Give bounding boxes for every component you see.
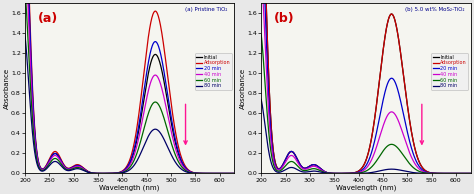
Text: (b): (b) bbox=[274, 12, 294, 25]
X-axis label: Wavelength (nm): Wavelength (nm) bbox=[100, 184, 160, 191]
Text: (a): (a) bbox=[37, 12, 58, 25]
Text: (a) Pristine TiO₂: (a) Pristine TiO₂ bbox=[185, 7, 228, 12]
Text: (b) 5.0 wt% MoS₂-TiO₂: (b) 5.0 wt% MoS₂-TiO₂ bbox=[405, 7, 464, 12]
Legend: Initial, Adsorption, 20 min, 40 min, 60 min, 80 min: Initial, Adsorption, 20 min, 40 min, 60 … bbox=[195, 53, 232, 90]
Legend: Initial, Adsorption, 20 min, 40 min, 60 min, 80 min: Initial, Adsorption, 20 min, 40 min, 60 … bbox=[431, 53, 468, 90]
X-axis label: Wavelength (nm): Wavelength (nm) bbox=[336, 184, 396, 191]
Y-axis label: Absorbance: Absorbance bbox=[3, 68, 9, 109]
Y-axis label: Absorbance: Absorbance bbox=[240, 68, 246, 109]
